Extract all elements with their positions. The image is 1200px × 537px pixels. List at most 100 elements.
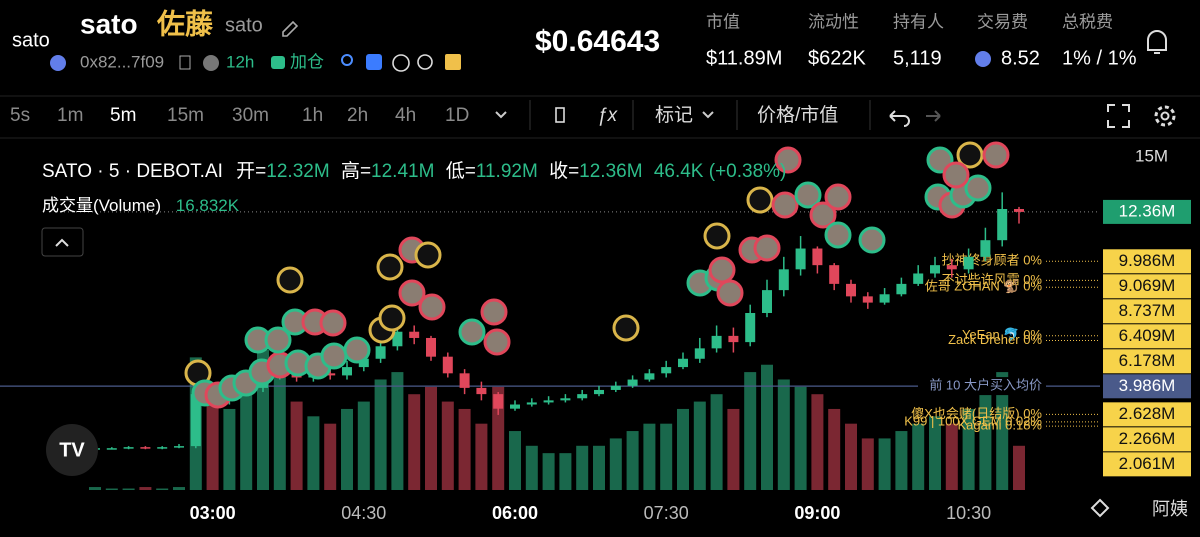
trader-avatar[interactable] <box>753 234 781 262</box>
address[interactable]: 0x82...7f09 <box>80 52 164 71</box>
trader-avatar[interactable] <box>480 298 508 326</box>
interval-more[interactable] <box>495 111 507 119</box>
search-icon[interactable] <box>417 54 433 70</box>
age-icon <box>203 55 219 71</box>
copy-icon[interactable] <box>179 55 191 70</box>
volume-bar <box>777 379 790 490</box>
marks-more[interactable] <box>702 111 714 119</box>
volume-bar <box>408 394 421 490</box>
trader-avatar[interactable] <box>774 146 802 174</box>
interval[interactable]: 2h <box>347 105 368 126</box>
alert-icon[interactable] <box>1147 30 1167 54</box>
candle-body <box>375 346 386 359</box>
collapse-button[interactable] <box>41 227 84 257</box>
candle-body <box>157 447 168 449</box>
volume-bar <box>206 401 219 490</box>
trader-avatar[interactable] <box>343 336 371 364</box>
trader-avatar[interactable] <box>378 304 406 332</box>
trader-avatar[interactable] <box>771 191 799 219</box>
price-mode[interactable]: 价格/市值 <box>757 104 838 126</box>
holder-label: 6.409M <box>1119 326 1176 345</box>
trader-avatar[interactable] <box>264 326 292 354</box>
interval[interactable]: 15m <box>167 105 204 126</box>
trader-avatar[interactable] <box>376 253 404 281</box>
volume-layer <box>89 350 1025 490</box>
candle-body <box>711 335 722 349</box>
trader-avatar[interactable] <box>483 328 511 356</box>
trader-avatar[interactable] <box>942 161 970 189</box>
trader-avatar[interactable] <box>746 186 774 214</box>
trader-avatar[interactable] <box>320 342 348 370</box>
holder-name: 不讨些许风霜 0% <box>942 272 1043 287</box>
interval[interactable]: 1D <box>445 105 469 126</box>
settings-icon[interactable] <box>1154 105 1176 127</box>
candle-body <box>392 331 403 347</box>
candle-body <box>778 269 789 291</box>
interval[interactable]: 5m <box>110 105 136 126</box>
trader-avatar[interactable] <box>794 181 822 209</box>
volume-bar <box>156 488 169 490</box>
stat-label: 流动性 <box>808 12 859 31</box>
indicator-icon[interactable]: ƒx <box>597 105 619 126</box>
trader-avatar[interactable] <box>858 226 886 254</box>
interval[interactable]: 4h <box>395 105 416 126</box>
volume-bar <box>307 416 320 490</box>
volume-bar <box>593 445 605 490</box>
trader-avatar[interactable] <box>418 293 446 321</box>
trader-avatar[interactable] <box>824 221 852 249</box>
volume-bar <box>677 408 689 490</box>
edit-icon[interactable] <box>282 20 299 37</box>
volume-bar <box>845 423 857 490</box>
holder-name: 佐哥 ZOHAN 🐒 0% <box>925 279 1043 294</box>
trader-avatar[interactable] <box>716 279 744 307</box>
candle-body <box>862 296 873 303</box>
trader-avatar[interactable] <box>964 174 992 202</box>
trader-avatar[interactable] <box>824 183 852 211</box>
holder-box <box>1103 402 1191 427</box>
volume-bar <box>324 423 337 490</box>
marks[interactable]: 标记 <box>655 104 693 126</box>
holder-name: YeEan 🐬 0% <box>962 326 1042 342</box>
web-icon[interactable] <box>392 54 410 72</box>
volume-label: 成交量(Volume) <box>42 196 161 215</box>
book-icon[interactable] <box>445 54 461 70</box>
candle-body <box>963 256 974 270</box>
age: 12h <box>226 52 254 71</box>
add-position[interactable]: 加仓 <box>290 52 324 71</box>
interval[interactable]: 1m <box>57 105 83 126</box>
low-value: 11.92M <box>476 161 538 182</box>
redo-icon[interactable] <box>926 110 941 122</box>
interval[interactable]: 30m <box>232 105 269 126</box>
user-icon[interactable] <box>341 54 353 66</box>
interval[interactable]: 5s <box>10 105 30 126</box>
trader-avatar[interactable] <box>458 318 486 346</box>
undo-icon[interactable] <box>889 110 910 127</box>
trader-avatar[interactable] <box>612 314 640 342</box>
trader-avatar[interactable] <box>809 201 837 229</box>
holder-box <box>1103 427 1191 452</box>
trader-avatar[interactable] <box>414 241 442 269</box>
trader-avatar[interactable] <box>956 141 984 169</box>
note-icon[interactable] <box>366 54 382 70</box>
candle-body <box>1014 209 1024 212</box>
trader-avatar[interactable] <box>319 309 347 337</box>
fullscreen-icon[interactable] <box>1107 104 1130 128</box>
trader-avatar[interactable] <box>703 222 731 250</box>
candle-body <box>342 367 352 376</box>
volume-bar <box>441 401 454 490</box>
stat-label: 交易费 <box>977 12 1028 31</box>
volume-bar <box>542 453 555 490</box>
volume-bar <box>341 408 353 490</box>
candle-body <box>543 400 554 403</box>
volume-bar <box>912 423 925 490</box>
trader-avatar[interactable] <box>982 141 1010 169</box>
candle-body <box>594 389 604 395</box>
trader-avatar[interactable] <box>276 266 304 294</box>
holder-name: K99 | 100X GEM 0.02% <box>904 413 1042 428</box>
volume-bar <box>475 423 488 490</box>
trader-avatar[interactable] <box>398 279 426 307</box>
trader-avatar[interactable] <box>708 256 736 284</box>
interval[interactable]: 1h <box>302 105 323 126</box>
candle-type-icon[interactable] <box>555 107 565 123</box>
volume-bar <box>273 372 286 490</box>
